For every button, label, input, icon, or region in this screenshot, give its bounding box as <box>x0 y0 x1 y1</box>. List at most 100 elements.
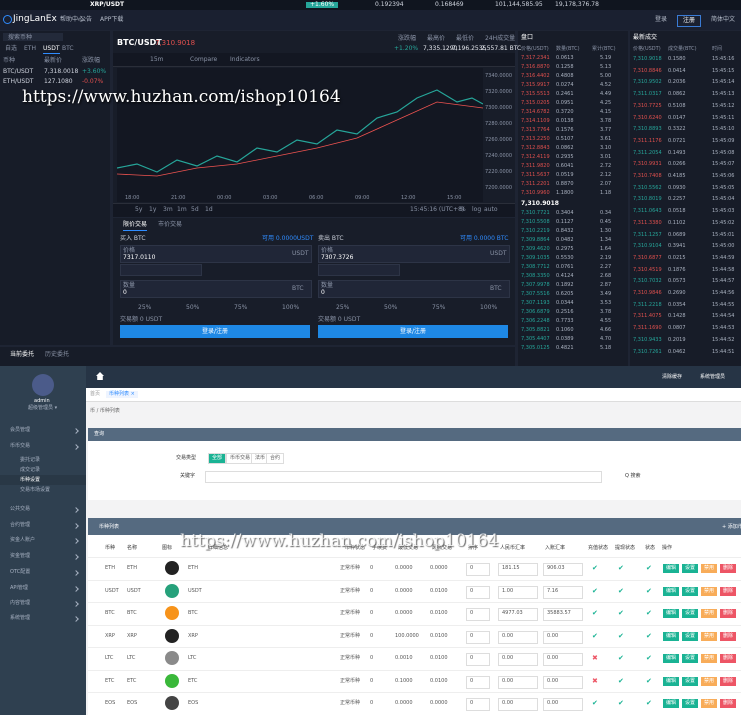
market-tab[interactable]: 自选 <box>5 45 18 52</box>
range-button[interactable]: 1m <box>177 206 187 213</box>
range-button[interactable]: 5d <box>191 206 199 213</box>
admin-menu[interactable]: 系统管理员 <box>700 374 726 380</box>
cell-input[interactable] <box>543 585 583 599</box>
menu-item[interactable]: OTC配置 <box>10 569 31 575</box>
market-cell[interactable]: ETH/USDT <box>3 78 34 85</box>
market-cell[interactable]: BTC/USDT <box>3 68 34 75</box>
action-button[interactable]: 禁用 <box>701 609 718 618</box>
range-button[interactable]: 5y <box>135 206 143 213</box>
menu-item[interactable]: API管理 <box>10 585 28 591</box>
cell-input[interactable] <box>543 608 583 621</box>
range-button[interactable]: 1d <box>205 206 213 213</box>
action-button[interactable]: 设置 <box>682 699 699 708</box>
action-button[interactable]: 禁用 <box>701 699 718 708</box>
market-tab[interactable]: BTC <box>62 45 74 52</box>
submit-label[interactable]: 登录/注册 <box>400 328 427 335</box>
action-button[interactable]: 编辑 <box>663 586 680 596</box>
percent-button[interactable]: 75% <box>234 304 248 311</box>
cell-input[interactable] <box>543 675 583 689</box>
menu-item[interactable]: 会员管理 <box>10 427 31 433</box>
cell-input[interactable] <box>498 698 538 711</box>
market-tab[interactable]: ETH <box>24 45 36 52</box>
action-button[interactable]: 禁用 <box>701 654 718 663</box>
action-button[interactable]: 编辑 <box>663 676 680 686</box>
action-button[interactable]: 编辑 <box>663 631 680 641</box>
scale-toggle[interactable]: % <box>460 206 466 213</box>
cell-input[interactable] <box>466 608 490 621</box>
action-button[interactable]: 设置 <box>682 676 699 686</box>
menu-item[interactable]: 交易市场设置 <box>20 487 51 493</box>
cell-input[interactable] <box>466 698 490 711</box>
scale-toggle[interactable]: auto <box>484 206 498 213</box>
form-tab[interactable]: 限价交易 <box>123 222 148 231</box>
action-button[interactable]: 删除 <box>720 654 737 663</box>
cell-input[interactable] <box>466 585 490 599</box>
cell-input[interactable] <box>466 630 490 644</box>
cell-input[interactable] <box>498 563 538 576</box>
menu-item[interactable]: 币种设置 <box>20 477 41 483</box>
cell-input[interactable] <box>543 698 583 711</box>
menu-item[interactable]: 币币交易 <box>10 443 31 449</box>
form-tab[interactable]: 市价交易 <box>158 221 183 228</box>
action-button[interactable]: 编辑 <box>663 699 680 708</box>
percent-button[interactable]: 50% <box>186 304 200 311</box>
market-tab[interactable]: USDT <box>43 45 60 54</box>
type-button[interactable]: 全部 <box>208 453 227 464</box>
action-button[interactable]: 删除 <box>720 676 737 686</box>
percent-button[interactable]: 25% <box>138 304 152 311</box>
action-button[interactable]: 删除 <box>720 699 737 708</box>
action-button[interactable]: 禁用 <box>701 564 718 573</box>
cell-input[interactable] <box>466 653 490 666</box>
action-button[interactable]: 设置 <box>682 609 699 618</box>
menu-item[interactable]: 成交记录 <box>20 467 41 473</box>
cell-input[interactable] <box>498 675 538 689</box>
cell-input[interactable] <box>498 585 538 599</box>
action-button[interactable]: 禁用 <box>701 631 718 641</box>
search-placeholder[interactable]: 搜索币种 <box>8 34 33 41</box>
submit-label[interactable]: 登录/注册 <box>202 328 229 335</box>
cell-input[interactable] <box>466 675 490 689</box>
menu-item[interactable]: 内容管理 <box>10 600 31 606</box>
toolbar-item[interactable]: Compare <box>190 56 218 63</box>
cell-input[interactable] <box>466 563 490 576</box>
home-icon[interactable] <box>96 372 104 380</box>
language-select[interactable]: 简体中文 <box>711 16 736 23</box>
price-input[interactable] <box>318 245 510 263</box>
toolbar-item[interactable]: Indicators <box>230 56 260 63</box>
login-link[interactable]: 登录 <box>655 16 668 23</box>
percent-button[interactable]: 100% <box>282 304 300 311</box>
page-tab[interactable]: 首页 <box>90 391 101 397</box>
cell-input[interactable] <box>543 563 583 576</box>
submit-button[interactable] <box>318 325 508 338</box>
percent-button[interactable]: 75% <box>432 304 446 311</box>
submit-button[interactable] <box>120 325 310 338</box>
action-button[interactable]: 编辑 <box>663 654 680 663</box>
action-button[interactable]: 禁用 <box>701 676 718 686</box>
nav-link[interactable]: 公告 <box>80 16 93 23</box>
orders-tab[interactable]: 当前委托 <box>10 351 35 358</box>
range-button[interactable]: 3m <box>163 206 173 213</box>
action-button[interactable]: 删除 <box>720 631 737 641</box>
amount-input[interactable] <box>318 280 510 298</box>
keyword-input[interactable] <box>205 471 602 483</box>
add-button[interactable]: + 添加币种 <box>722 524 741 530</box>
admin-role[interactable]: 超级管理员 ▾ <box>28 405 58 411</box>
action-button[interactable]: 删除 <box>720 586 737 596</box>
percent-button[interactable]: 50% <box>384 304 398 311</box>
type-button[interactable]: 币币交易 <box>226 453 255 464</box>
nav-link[interactable]: 帮助中心 <box>60 16 85 23</box>
action-button[interactable]: 设置 <box>682 654 699 663</box>
action-button[interactable]: 禁用 <box>701 586 718 596</box>
nav-link[interactable]: APP下载 <box>100 16 124 23</box>
range-button[interactable]: 1y <box>149 206 157 213</box>
register-button[interactable]: 注册 <box>677 15 702 27</box>
percent-button[interactable]: 25% <box>336 304 350 311</box>
menu-item[interactable]: 委托记录 <box>20 457 41 463</box>
toolbar-item[interactable]: 15m <box>150 56 164 63</box>
cell-input[interactable] <box>543 653 583 666</box>
search-button[interactable]: Q 搜索 <box>625 473 641 479</box>
menu-item[interactable]: 资金人账户 <box>10 537 36 543</box>
cell-input[interactable] <box>543 630 583 644</box>
type-button[interactable]: 合约 <box>266 453 285 464</box>
price-input[interactable] <box>120 245 312 263</box>
